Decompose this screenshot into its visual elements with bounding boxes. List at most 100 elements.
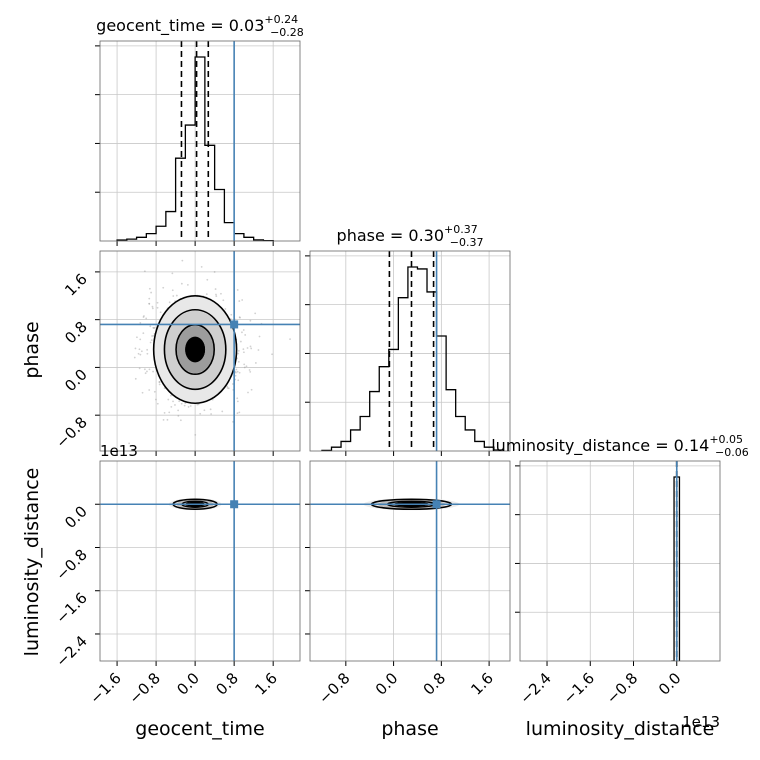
scatter-point bbox=[213, 271, 216, 273]
scatter-point bbox=[243, 363, 246, 366]
ylabel-luminosity-distance: luminosity_distance bbox=[21, 468, 43, 657]
scatter-point bbox=[238, 316, 241, 319]
scatter-point bbox=[248, 369, 251, 371]
title-luminosity-distance: luminosity_distance = 0.14+0.05 −0.06 bbox=[491, 433, 749, 459]
scatter-point bbox=[168, 301, 171, 304]
scatter-point bbox=[143, 368, 146, 371]
scatter-point bbox=[247, 391, 249, 394]
scatter-point bbox=[189, 457, 191, 459]
scatter-point bbox=[158, 383, 161, 386]
scatter-point bbox=[177, 414, 180, 417]
scatter-point bbox=[215, 295, 218, 298]
scatter-point bbox=[227, 387, 230, 390]
scatter-point bbox=[151, 307, 154, 310]
scatter-point bbox=[136, 336, 138, 339]
scatter-point bbox=[163, 411, 166, 414]
xtick-label-phase: 0.8 bbox=[420, 669, 450, 699]
scatter-point bbox=[168, 411, 171, 414]
scatter-point bbox=[156, 306, 159, 309]
scatter-point bbox=[162, 286, 165, 289]
scatter-point bbox=[210, 413, 213, 415]
scatter-point bbox=[238, 300, 241, 302]
offset-text-luminosity-distance-y: 1e13 bbox=[100, 442, 138, 460]
truth-marker bbox=[230, 320, 239, 329]
panel-2-2 bbox=[515, 460, 721, 666]
scatter-point bbox=[146, 352, 149, 355]
scatter-point bbox=[180, 282, 183, 285]
histogram-phase bbox=[321, 266, 505, 451]
scatter-point bbox=[206, 278, 209, 281]
scatter-point bbox=[241, 331, 243, 334]
scatter-point bbox=[134, 347, 137, 350]
scatter-point bbox=[150, 339, 153, 342]
scatter-point bbox=[170, 394, 172, 397]
scatter-point bbox=[179, 419, 182, 422]
scatter-point bbox=[215, 293, 217, 296]
title-geocent-time-plus: +0.24 bbox=[264, 13, 298, 26]
scatter-point bbox=[143, 270, 146, 273]
scatter-point bbox=[239, 316, 241, 319]
contour-line bbox=[152, 294, 238, 405]
scatter-point bbox=[239, 340, 242, 343]
scatter-point bbox=[162, 418, 165, 421]
scatter-point bbox=[258, 335, 261, 338]
scatter-point bbox=[242, 329, 245, 331]
contour-line bbox=[163, 308, 227, 391]
scatter-point bbox=[236, 412, 239, 415]
scatter-point bbox=[236, 397, 239, 400]
scatter-point bbox=[158, 381, 161, 383]
xtick-label-geocent-time: 1.6 bbox=[251, 669, 281, 699]
scatter-point bbox=[172, 400, 174, 403]
scatter-point bbox=[140, 350, 143, 353]
scatter-point bbox=[145, 317, 148, 320]
scatter-point bbox=[167, 398, 170, 401]
xtick-label-luminosity-distance: −1.6 bbox=[560, 669, 598, 707]
scatter-point bbox=[245, 365, 248, 368]
scatter-point bbox=[178, 400, 181, 403]
scatter-point bbox=[205, 293, 208, 296]
ytick-label-phase: 1.6 bbox=[61, 270, 91, 300]
scatter-point bbox=[226, 387, 229, 389]
scatter-point bbox=[150, 291, 153, 294]
scatter-point bbox=[194, 433, 197, 436]
scatter-point bbox=[144, 372, 147, 375]
xtick-label-geocent-time: 0.8 bbox=[212, 669, 242, 699]
scatter-point bbox=[155, 398, 157, 401]
offset-text-luminosity-distance-x: 1e13 bbox=[682, 713, 720, 731]
panel-frame bbox=[99, 460, 301, 662]
scatter-point bbox=[151, 335, 153, 337]
scatter-point bbox=[166, 418, 169, 421]
scatter-point bbox=[230, 313, 233, 316]
scatter-point bbox=[246, 347, 249, 349]
scatter-point bbox=[142, 332, 145, 335]
panel-frame bbox=[309, 250, 511, 452]
truth-marker bbox=[432, 500, 441, 509]
panel-2-0 bbox=[95, 460, 301, 666]
scatter-point bbox=[209, 408, 212, 411]
scatter-point bbox=[203, 409, 206, 412]
scatter-point bbox=[250, 388, 253, 391]
panel-frame bbox=[99, 40, 301, 242]
scatter-point bbox=[134, 377, 137, 380]
scatter-point bbox=[149, 341, 152, 344]
scatter-point bbox=[250, 347, 253, 350]
scatter-point bbox=[170, 406, 173, 408]
xlabel-luminosity-distance: luminosity_distance bbox=[526, 718, 715, 740]
scatter-point bbox=[199, 412, 202, 415]
scatter-point bbox=[289, 338, 291, 341]
scatter-point bbox=[139, 338, 142, 341]
scatter-point bbox=[257, 349, 260, 351]
scatter-point bbox=[148, 368, 151, 371]
scatter-point bbox=[137, 352, 140, 355]
scatter-point bbox=[148, 389, 151, 391]
scatter-point bbox=[244, 334, 247, 336]
xtick-label-luminosity-distance: −2.4 bbox=[516, 669, 554, 707]
scatter-point bbox=[237, 352, 240, 355]
scatter-point bbox=[180, 402, 183, 405]
scatter-point bbox=[226, 385, 229, 388]
contour-line bbox=[185, 336, 206, 363]
scatter-point bbox=[148, 303, 151, 305]
ylabel-phase: phase bbox=[21, 321, 43, 378]
scatter-point bbox=[146, 348, 149, 351]
scatter-point bbox=[143, 315, 145, 317]
